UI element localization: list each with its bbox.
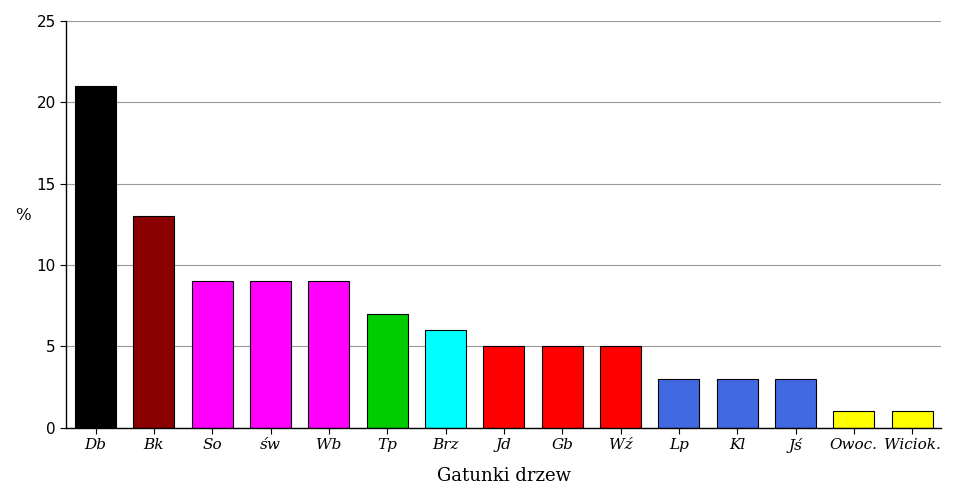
Bar [659,379,699,428]
Y-axis label: %: % [15,208,31,224]
Bar [308,282,349,428]
Bar [425,330,466,428]
Bar [484,346,524,428]
Bar [133,216,175,428]
Bar [251,282,291,428]
Bar [600,346,641,428]
Bar [775,379,816,428]
Bar [717,379,757,428]
Bar [192,282,232,428]
Bar [75,86,116,428]
X-axis label: Gatunki drzew: Gatunki drzew [437,467,571,485]
Bar [833,412,875,428]
Bar [541,346,583,428]
Bar [892,412,932,428]
Bar [367,314,408,428]
